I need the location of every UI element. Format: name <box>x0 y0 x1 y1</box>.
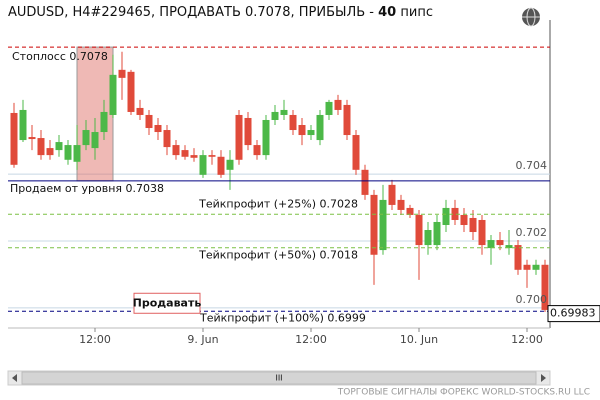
candle-body <box>460 214 468 225</box>
candle-body <box>199 155 207 175</box>
profit-unit: пипс <box>400 5 433 20</box>
candle-body <box>190 155 198 158</box>
candle-body <box>370 194 378 255</box>
candle-body <box>451 207 459 220</box>
candle-body <box>235 114 243 160</box>
candle-body <box>46 148 54 156</box>
scroll-thumb[interactable] <box>21 371 537 385</box>
candle-body <box>91 132 99 149</box>
candle-body <box>307 130 315 136</box>
candle-body <box>82 130 90 146</box>
candle-body <box>433 221 441 246</box>
candle-body <box>289 114 297 131</box>
candle-body <box>541 264 549 310</box>
candle-body <box>397 199 405 210</box>
candle-body <box>271 111 279 120</box>
candle-body <box>424 230 432 246</box>
level-label: Стоплосс 0.7078 <box>12 50 108 63</box>
profit-pips: 40 <box>378 5 396 20</box>
scroll-left[interactable] <box>12 374 17 382</box>
candle-body <box>352 135 360 170</box>
level-label: Тейкпрофит (+25%) 0.7028 <box>198 197 358 210</box>
candle-body <box>118 69 126 78</box>
candle-body <box>217 156 225 175</box>
price-box <box>547 305 600 323</box>
x-tick-label: 12:00 <box>79 333 111 346</box>
candle-body <box>532 264 540 270</box>
candle-body <box>64 145 72 160</box>
candle-body <box>523 264 531 270</box>
candle-body <box>127 71 135 112</box>
candle-body <box>316 114 324 141</box>
scrollbar[interactable]: III <box>7 370 551 386</box>
candle-body <box>226 159 234 170</box>
x-tick-label: 12:00 <box>511 333 543 346</box>
y-tick-label: 0.700 <box>516 293 548 306</box>
candle-body <box>172 145 180 156</box>
candle-body <box>109 74 117 115</box>
scroll-right[interactable] <box>541 374 546 382</box>
candle-body <box>145 114 153 129</box>
candle-body <box>280 109 288 115</box>
price-label: 0.69983 <box>550 307 596 320</box>
candle-body <box>19 109 27 141</box>
candle-body <box>298 125 306 136</box>
candle-body <box>181 150 189 157</box>
stop-zone <box>76 46 114 182</box>
x-tick-label: 10. Jun <box>400 333 438 346</box>
candle-body <box>406 207 414 215</box>
candle-body <box>514 245 522 270</box>
candle-body <box>343 104 351 136</box>
candle-body <box>262 119 270 156</box>
candle-body <box>73 145 81 162</box>
candle-body <box>388 184 396 205</box>
candle-body <box>415 214 423 246</box>
candle-body <box>334 99 342 110</box>
candle-body <box>253 145 261 156</box>
candle-body <box>469 217 477 233</box>
globe-icon[interactable] <box>522 7 540 27</box>
candle-body <box>208 155 216 157</box>
scroll-grip: III <box>275 374 282 383</box>
level-label: Продаем от уровня 0.7038 <box>10 182 164 195</box>
candle-body <box>442 207 450 225</box>
candle-body <box>505 245 513 249</box>
x-tick-label: 9. Jun <box>187 333 218 346</box>
signal-button[interactable] <box>133 292 201 314</box>
x-tick-label: 12:00 <box>295 333 327 346</box>
candle-body <box>163 130 171 148</box>
candle-body <box>37 138 45 156</box>
candle-body <box>28 137 36 140</box>
title-text: AUDUSD, H4#229465, ПРОДАВАТЬ 0.7078, ПРИ… <box>8 5 374 20</box>
level-label: Тейкпрофит (+100%) 0.6999 <box>199 311 366 324</box>
y-tick-label: 0.702 <box>516 226 548 239</box>
candle-body <box>478 219 486 246</box>
candle-body <box>487 240 495 249</box>
candle-body <box>325 101 333 115</box>
candle-body <box>496 240 504 246</box>
candle-body <box>361 169 369 195</box>
candle-body <box>100 111 108 133</box>
candle-body <box>10 112 18 165</box>
candle-body <box>244 117 252 146</box>
signal-button-label: Продавать <box>133 296 202 309</box>
candle-body <box>136 107 144 115</box>
footer: ТОРГОВЫЕ СИГНАЛЫ ФОРЕКС WORLD-STOCKS.RU … <box>337 388 590 398</box>
candle-body <box>55 142 63 151</box>
level-label: Тейкпрофит (+50%) 0.7018 <box>198 249 358 262</box>
y-tick-label: 0.704 <box>516 159 548 172</box>
chart-title: AUDUSD, H4#229465, ПРОДАВАТЬ 0.7078, ПРИ… <box>8 5 433 20</box>
candle-body <box>154 125 162 133</box>
candle-body <box>379 199 387 251</box>
